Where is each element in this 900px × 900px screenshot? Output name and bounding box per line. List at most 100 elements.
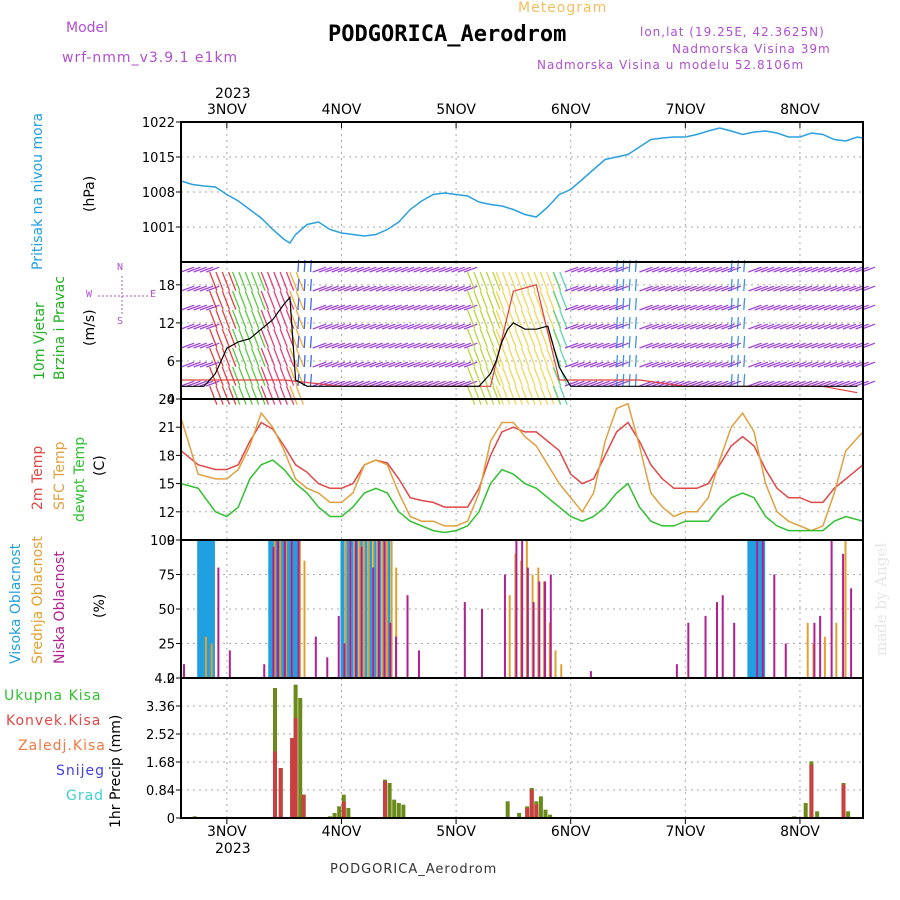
cloud-bar-low	[521, 540, 524, 678]
wind-arrow	[485, 385, 495, 405]
cloud-bar-high	[207, 540, 212, 678]
wind-arrow	[628, 297, 631, 311]
wind-arrow	[651, 380, 666, 387]
wind-arrow	[381, 342, 396, 349]
wind-arrow	[309, 278, 313, 292]
wind-arrow	[842, 323, 857, 330]
wind-arrow	[508, 366, 517, 386]
wind-arrow	[479, 309, 489, 329]
wind-arrow	[356, 285, 371, 292]
legend-hail: Grad	[66, 788, 105, 804]
wind-arrow	[836, 342, 851, 349]
xtick-label-bottom: 4NOV	[322, 824, 362, 840]
wind-arrow	[388, 323, 402, 330]
cloud-bar-low	[263, 664, 266, 678]
wind-arrow	[325, 266, 339, 273]
wind-arrow	[369, 361, 383, 368]
wind-arrow	[589, 266, 604, 273]
wind-arrow	[539, 385, 549, 405]
wind-arrow	[279, 309, 289, 329]
wind-arrow	[273, 271, 282, 291]
wind-arrow	[736, 278, 739, 292]
cloud-bar-high	[340, 540, 345, 678]
wind-arrow	[817, 361, 832, 368]
wind-arrow	[187, 380, 201, 387]
wind-arrow	[861, 285, 876, 292]
wind-arrow	[244, 309, 254, 329]
wind-arrow	[438, 380, 453, 387]
wind-arrow	[344, 323, 358, 330]
wind-arrow	[492, 347, 501, 367]
wind-arrow	[250, 385, 260, 405]
wind-arrow	[257, 271, 266, 291]
cloud-bar-mid	[303, 560, 306, 678]
cloud-bar-low	[406, 595, 409, 678]
wind-arrow	[721, 285, 735, 292]
wind-arrow	[736, 335, 739, 349]
wind-arrow	[760, 266, 775, 273]
wind-arrow	[760, 361, 775, 368]
wind-arrow	[473, 347, 482, 367]
wind-arrow	[227, 385, 237, 405]
ytick-label: 12	[158, 506, 175, 521]
cloud-bar-low	[326, 657, 329, 678]
wind-arrow	[400, 304, 415, 311]
wind-arrow	[426, 323, 440, 330]
cloud-bar-low	[544, 581, 547, 678]
wind-arrow	[303, 316, 306, 330]
wind-arrow	[221, 309, 231, 329]
wind-arrow	[760, 304, 775, 311]
wind-arrow	[363, 323, 377, 330]
wind-arrow	[318, 380, 333, 387]
wind-arrow	[407, 380, 421, 387]
wind-arrow	[743, 316, 746, 330]
wind-arrow	[501, 290, 511, 310]
wind-arrow	[337, 342, 352, 349]
cloud-bar-low	[463, 602, 466, 678]
wind-arrow	[215, 309, 224, 329]
wind-arrow	[804, 266, 819, 273]
cloud-bar-low	[372, 567, 375, 678]
wind-arrow	[559, 328, 568, 348]
wind-arrow	[426, 266, 440, 273]
wind-arrow	[463, 361, 478, 368]
precip-bar-convective	[341, 801, 346, 818]
wind-arrow	[792, 342, 806, 349]
wind-arrow	[628, 278, 631, 292]
wind-arrow	[767, 285, 781, 292]
wind-arrow	[577, 380, 591, 387]
wind-arrow	[312, 285, 327, 292]
compass-east: E	[150, 289, 157, 300]
wind-arrow	[760, 380, 775, 387]
wind-arrow	[318, 266, 333, 273]
wind-arrow	[244, 290, 254, 310]
wind-arrow	[514, 347, 523, 367]
wind-arrow	[527, 290, 536, 310]
wind-arrow	[309, 373, 313, 387]
cloud-bar-mid	[806, 622, 809, 678]
wind-arrow	[273, 309, 282, 329]
ytick-label: 2.52	[146, 728, 175, 743]
cloud-bar-low	[515, 540, 518, 678]
wind-arrow	[432, 304, 446, 311]
wind-arrow	[670, 361, 685, 368]
wind-arrow	[394, 342, 409, 349]
cloud-bar-low	[773, 574, 776, 678]
wind-arrow	[492, 309, 501, 329]
cloud-bar-high	[757, 540, 762, 678]
wind-arrow	[227, 290, 237, 310]
wind-arrow	[419, 304, 434, 311]
wind-arrow	[187, 361, 201, 368]
wind-arrow	[400, 380, 415, 387]
wind-arrow	[485, 271, 495, 291]
wind-arrow	[520, 347, 530, 367]
wind-arrow	[836, 304, 851, 311]
wind-arrow	[485, 309, 495, 329]
wind-arrow	[508, 309, 517, 329]
wind-arrow	[602, 304, 617, 311]
wind-arrow	[708, 304, 723, 311]
model-elevation: Nadmorska Visina u modelu 52.8106m	[537, 58, 805, 72]
wind-arrow	[849, 285, 863, 292]
wind-arrow	[266, 366, 276, 386]
wind-arrow	[602, 323, 617, 330]
